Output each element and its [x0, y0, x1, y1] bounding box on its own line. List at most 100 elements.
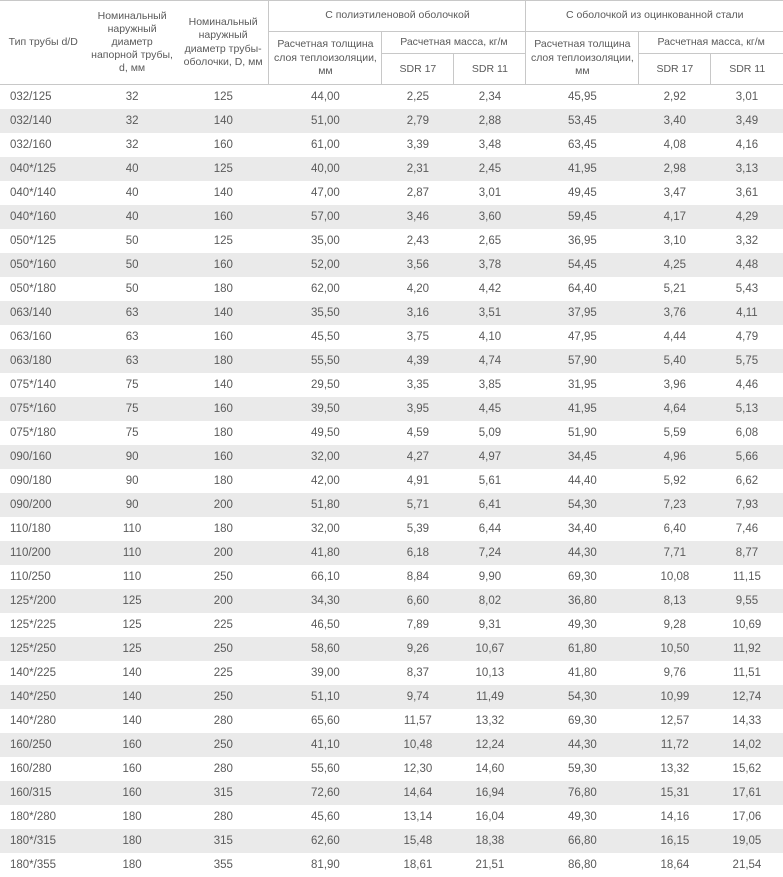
table-cell: 3,61: [711, 181, 783, 205]
table-row: 063/1806318055,504,394,7457,905,405,75: [0, 349, 783, 373]
table-cell: 32: [86, 133, 177, 157]
table-cell: 4,91: [382, 469, 454, 493]
table-cell: 050*/125: [0, 229, 86, 253]
table-cell: 140: [178, 109, 269, 133]
table-cell: 46,50: [269, 613, 382, 637]
table-cell: 4,39: [382, 349, 454, 373]
table-cell: 6,40: [639, 517, 711, 541]
table-cell: 2,92: [639, 85, 711, 110]
table-cell: 3,49: [711, 109, 783, 133]
table-cell: 4,11: [711, 301, 783, 325]
table-row: 160/25016025041,1010,4812,2444,3011,7214…: [0, 733, 783, 757]
table-cell: 10,13: [454, 661, 526, 685]
table-cell: 47,95: [526, 325, 639, 349]
table-cell: 51,00: [269, 109, 382, 133]
table-cell: 063/180: [0, 349, 86, 373]
table-cell: 29,50: [269, 373, 382, 397]
table-body: 032/1253212544,002,252,3445,952,923,0103…: [0, 85, 783, 877]
table-cell: 032/160: [0, 133, 86, 157]
table-cell: 9,74: [382, 685, 454, 709]
table-cell: 160: [178, 325, 269, 349]
table-cell: 31,95: [526, 373, 639, 397]
table-row: 180*/31518031562,6015,4818,3866,8016,151…: [0, 829, 783, 853]
table-cell: 42,00: [269, 469, 382, 493]
table-cell: 90: [86, 469, 177, 493]
table-cell: 250: [178, 637, 269, 661]
table-cell: 040*/140: [0, 181, 86, 205]
table-cell: 4,25: [639, 253, 711, 277]
table-cell: 51,90: [526, 421, 639, 445]
table-cell: 5,39: [382, 517, 454, 541]
table-cell: 45,60: [269, 805, 382, 829]
table-cell: 17,06: [711, 805, 783, 829]
col-zn-sdr17: SDR 17: [639, 54, 711, 85]
table-cell: 090/160: [0, 445, 86, 469]
table-cell: 40: [86, 181, 177, 205]
table-cell: 5,59: [639, 421, 711, 445]
table-cell: 63,45: [526, 133, 639, 157]
table-cell: 36,80: [526, 589, 639, 613]
table-cell: 15,31: [639, 781, 711, 805]
table-cell: 13,14: [382, 805, 454, 829]
table-cell: 4,10: [454, 325, 526, 349]
table-cell: 5,13: [711, 397, 783, 421]
table-cell: 11,15: [711, 565, 783, 589]
table-cell: 41,95: [526, 397, 639, 421]
table-cell: 59,45: [526, 205, 639, 229]
table-cell: 51,80: [269, 493, 382, 517]
table-cell: 41,80: [526, 661, 639, 685]
table-cell: 12,30: [382, 757, 454, 781]
table-cell: 10,08: [639, 565, 711, 589]
table-row: 090/1809018042,004,915,6144,405,926,62: [0, 469, 783, 493]
table-row: 075*/1607516039,503,954,4541,954,645,13: [0, 397, 783, 421]
table-cell: 3,32: [711, 229, 783, 253]
table-cell: 140*/280: [0, 709, 86, 733]
table-cell: 32,00: [269, 517, 382, 541]
table-cell: 110/250: [0, 565, 86, 589]
table-cell: 180*/315: [0, 829, 86, 853]
table-row: 140*/28014028065,6011,5713,3269,3012,571…: [0, 709, 783, 733]
table-cell: 3,75: [382, 325, 454, 349]
table-cell: 3,16: [382, 301, 454, 325]
table-cell: 69,30: [526, 709, 639, 733]
table-cell: 4,08: [639, 133, 711, 157]
col-zn-sdr11: SDR 11: [711, 54, 783, 85]
table-cell: 17,61: [711, 781, 783, 805]
table-cell: 16,94: [454, 781, 526, 805]
table-cell: 54,30: [526, 493, 639, 517]
table-cell: 180: [86, 829, 177, 853]
table-cell: 140: [178, 301, 269, 325]
table-cell: 7,93: [711, 493, 783, 517]
table-cell: 81,90: [269, 853, 382, 877]
table-cell: 160: [86, 757, 177, 781]
table-cell: 4,97: [454, 445, 526, 469]
table-cell: 160: [178, 397, 269, 421]
table-row: 125*/20012520034,306,608,0236,808,139,55: [0, 589, 783, 613]
table-cell: 9,28: [639, 613, 711, 637]
table-cell: 50: [86, 229, 177, 253]
table-cell: 5,43: [711, 277, 783, 301]
table-row: 090/1609016032,004,274,9734,454,965,66: [0, 445, 783, 469]
table-cell: 3,76: [639, 301, 711, 325]
table-cell: 13,32: [454, 709, 526, 733]
table-cell: 11,51: [711, 661, 783, 685]
table-cell: 280: [178, 805, 269, 829]
table-cell: 140*/225: [0, 661, 86, 685]
table-cell: 2,79: [382, 109, 454, 133]
table-cell: 59,30: [526, 757, 639, 781]
table-cell: 180: [178, 349, 269, 373]
table-cell: 160: [86, 733, 177, 757]
table-cell: 54,45: [526, 253, 639, 277]
table-cell: 050*/160: [0, 253, 86, 277]
table-cell: 7,71: [639, 541, 711, 565]
table-cell: 355: [178, 853, 269, 877]
table-cell: 4,20: [382, 277, 454, 301]
table-cell: 14,02: [711, 733, 783, 757]
table-cell: 3,95: [382, 397, 454, 421]
table-cell: 125: [86, 589, 177, 613]
table-cell: 32: [86, 109, 177, 133]
table-row: 180*/28018028045,6013,1416,0449,3014,161…: [0, 805, 783, 829]
table-cell: 11,57: [382, 709, 454, 733]
table-cell: 160: [178, 205, 269, 229]
table-cell: 32,00: [269, 445, 382, 469]
